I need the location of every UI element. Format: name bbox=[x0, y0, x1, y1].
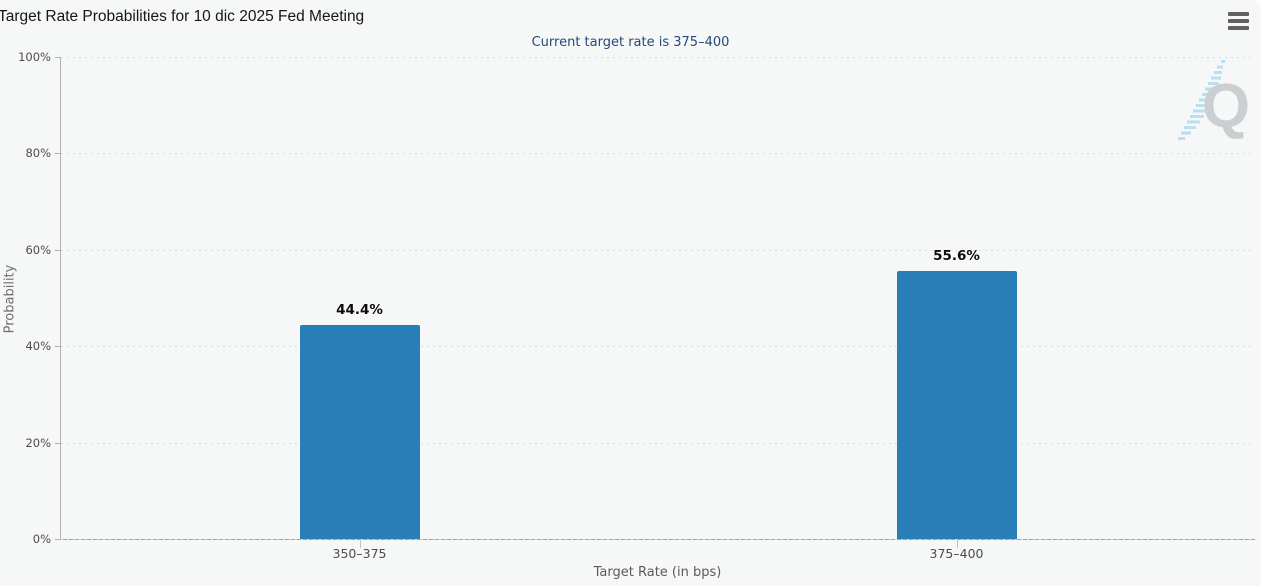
y-axis-tick-label: 0% bbox=[32, 532, 51, 546]
gridline bbox=[61, 57, 1255, 58]
bar-350–375[interactable] bbox=[299, 325, 420, 539]
y-axis-title: Probability bbox=[2, 264, 18, 334]
y-axis-tick bbox=[55, 153, 61, 155]
bar-375–400[interactable] bbox=[896, 271, 1017, 539]
y-axis-tick bbox=[55, 249, 61, 251]
plot-area: 0% 20% 40% 60% 80% 100% 44.4% 350–375 55.6% 375–4… bbox=[18, 51, 1255, 561]
y-axis-tick bbox=[55, 57, 61, 58]
x-axis-tick-label: 375–400 bbox=[929, 546, 984, 561]
gridline bbox=[61, 539, 1255, 540]
hamburger-menu-icon bbox=[1225, 12, 1249, 30]
gridline bbox=[61, 249, 1255, 251]
y-axis-tick-label: 40% bbox=[25, 339, 51, 354]
x-axis-tick bbox=[956, 539, 958, 548]
y-axis-tick bbox=[55, 539, 61, 540]
y-axis-tick bbox=[55, 442, 61, 444]
chart-subtitle: Current target rate is 375–400 bbox=[531, 35, 730, 50]
x-axis-tick bbox=[359, 539, 361, 548]
y-axis-tick-label: 20% bbox=[25, 435, 51, 450]
bar-value-label: 44.4% bbox=[336, 302, 383, 318]
x-axis-tick-label: 350–375 bbox=[332, 546, 387, 561]
chart-title: Target Rate Probabilities for 10 dic 202… bbox=[0, 8, 365, 25]
y-axis-tick-label: 80% bbox=[25, 146, 51, 161]
gridline bbox=[61, 442, 1255, 444]
gridline bbox=[61, 346, 1255, 348]
chart-context-menu-button[interactable] bbox=[1225, 10, 1249, 32]
gridline bbox=[61, 153, 1255, 155]
y-axis-tick bbox=[55, 346, 61, 348]
x-axis-title: Target Rate (in bps) bbox=[593, 565, 722, 580]
bar-value-label: 55.6% bbox=[933, 248, 980, 265]
y-axis-tick-label: 60% bbox=[25, 242, 51, 257]
y-axis-tick-label: 100% bbox=[18, 50, 51, 64]
